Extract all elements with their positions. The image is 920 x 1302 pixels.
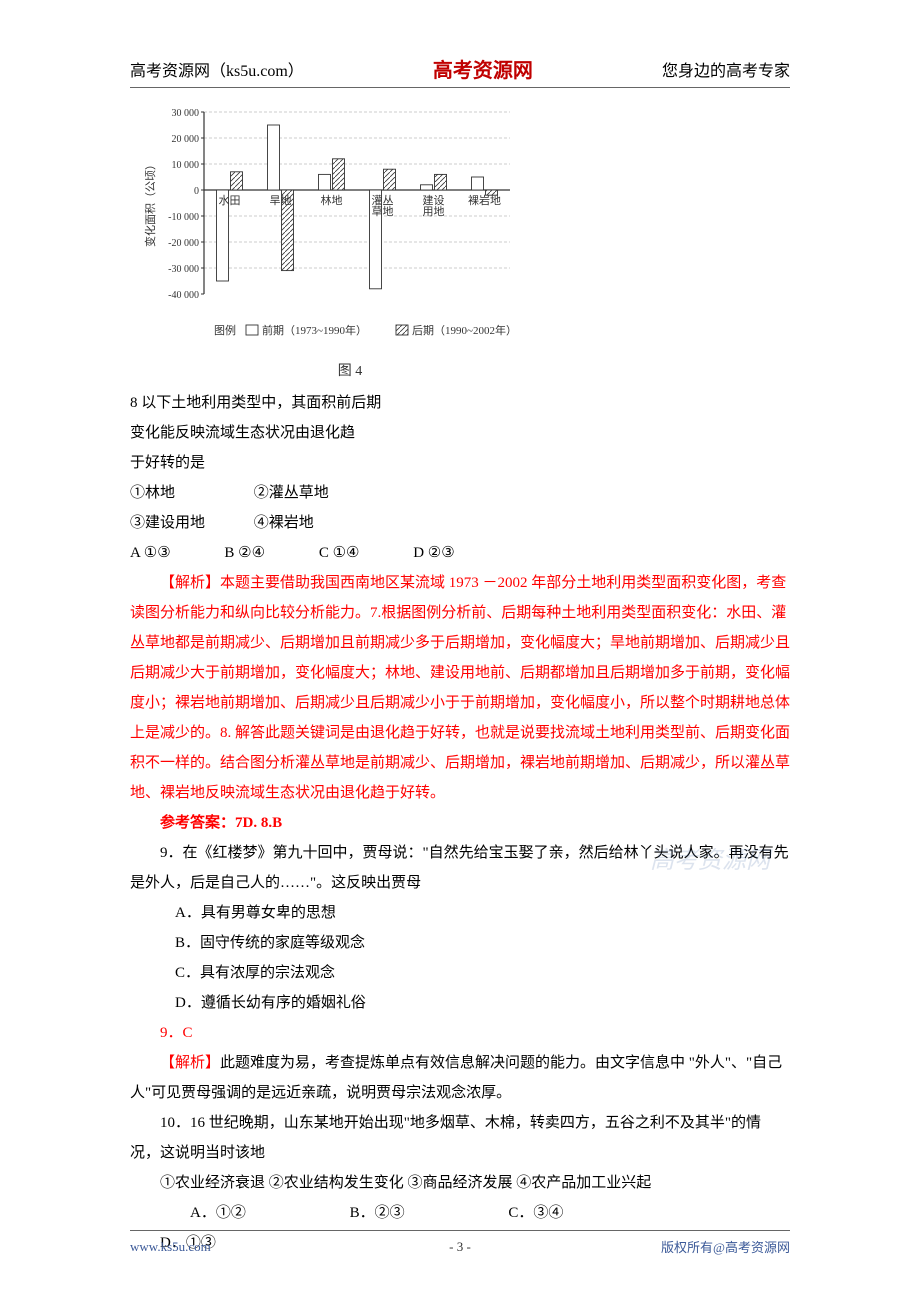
footer-page-number: - 3 - [449,1239,471,1255]
q10-items: ①农业经济衰退 ②农业结构发生变化 ③商品经济发展 ④农产品加工业兴起 [130,1168,790,1198]
q9-c: C．具有浓厚的宗法观念 [175,958,790,988]
svg-text:10 000: 10 000 [172,160,200,171]
svg-text:用地: 用地 [423,205,445,218]
q8-line2: 变化能反映流域生态状况由退化趋 [130,418,790,448]
q10-prompt: 10．16 世纪晚期，山东某地开始出现"地多烟草、木棉，转卖四方，五谷之利不及其… [130,1108,790,1168]
header-right: 您身边的高考专家 [662,57,790,81]
svg-text:-20 000: -20 000 [168,238,199,249]
svg-text:20 000: 20 000 [172,134,200,145]
answer-78: 参考答案：7D. 8.B [130,808,790,838]
svg-text:图例: 图例 [214,323,236,337]
svg-text:建设: 建设 [423,193,445,207]
footer-left: www.ks5u.com [130,1239,211,1255]
bar-chart: -40 000 -30 000 -20 000 -10 000 0 10 000 20 00… [140,102,790,352]
svg-text:林地: 林地 [321,193,343,207]
q8-options: A ①③ B ②④ C ①④ D ②③ [130,538,790,568]
q9-b: B．固守传统的家庭等级观念 [175,928,790,958]
svg-text:草地: 草地 [372,205,394,218]
page-footer: www.ks5u.com - 3 - 版权所有@高考资源网 [130,1230,790,1256]
q8-line1: 8 以下土地利用类型中，其面积前后期 [130,388,790,418]
body-text: 8 以下土地利用类型中，其面积前后期 变化能反映流域生态状况由退化趋 于好转的是… [130,388,790,1258]
q8-line3: 于好转的是 [130,448,790,478]
svg-text:变化面积（公顷）: 变化面积（公顷） [143,159,157,247]
q8-items2: ③建设用地 ④裸岩地 [130,508,790,538]
q9-prompt: 9．在《红楼梦》第九十回中，贾母说："自然先给宝玉娶了亲，然后给林丫头说人家。再… [130,838,790,898]
analysis-78: 【解析】本题主要借助我国西南地区某流域 1973 －2002 年部分土地利用类型… [130,568,790,808]
q9-d: D．遵循长幼有序的婚姻礼俗 [175,988,790,1018]
svg-text:0: 0 [194,186,199,197]
page-header: 高考资源网（ks5u.com） 高考资源网 您身边的高考专家 [130,54,790,88]
q9-analysis: 【解析】此题难度为易，考查提炼单点有效信息解决问题的能力。由文字信息中 "外人"… [130,1048,790,1108]
svg-text:旱地: 旱地 [270,194,292,207]
svg-text:-10 000: -10 000 [168,212,199,223]
footer-right: 版权所有@高考资源网 [661,1237,790,1256]
chart-caption: 图 4 [0,360,790,380]
q9-a: A．具有男尊女卑的思想 [175,898,790,928]
svg-text:30 000: 30 000 [172,108,200,119]
header-left: 高考资源网（ks5u.com） [130,57,304,81]
svg-text:-30 000: -30 000 [168,264,199,275]
q8-items1: ①林地 ②灌丛草地 [130,478,790,508]
svg-text:前期（1973~1990年）: 前期（1973~1990年） [262,323,367,337]
svg-text:后期（1990~2002年）: 后期（1990~2002年） [412,323,517,337]
header-center: 高考资源网 [433,54,533,83]
svg-text:-40 000: -40 000 [168,290,199,301]
q9-answer: 9．C [130,1018,790,1048]
chart-svg: -40 000 -30 000 -20 000 -10 000 0 10 000 20 00… [140,102,520,352]
svg-text:裸岩地: 裸岩地 [468,193,501,207]
svg-text:水田: 水田 [219,194,241,207]
